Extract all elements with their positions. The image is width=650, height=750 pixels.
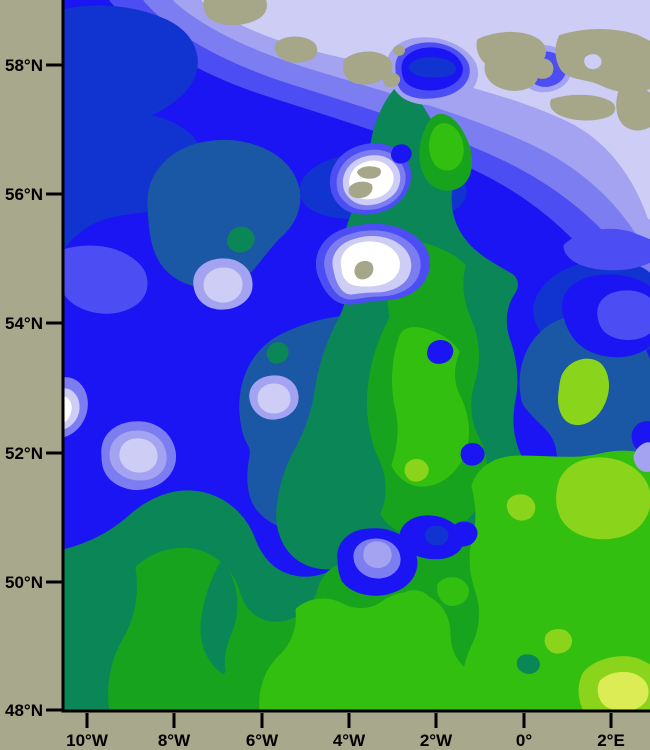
- left-margin: [0, 0, 63, 750]
- land-mass: [383, 72, 401, 88]
- land-mass: [392, 45, 405, 56]
- contour-dot-sea-green: [266, 342, 289, 364]
- land-mass: [555, 29, 650, 93]
- contour-wedge-sea-green: [200, 561, 238, 674]
- contour-blob-light-green: [558, 358, 609, 426]
- lon-tick-label: 2°W: [420, 731, 453, 750]
- lon-tick-label: 2°E: [597, 731, 625, 750]
- lat-tick-label: 52°N: [5, 444, 43, 463]
- contour-dot-light-green: [506, 494, 536, 521]
- island: [531, 58, 554, 79]
- lat-tick-label: 50°N: [5, 573, 43, 592]
- lat-tick-label: 48°N: [5, 701, 43, 720]
- contour-dot-bright-green: [429, 123, 464, 171]
- contour-core-bright-green: [391, 327, 470, 487]
- axis-frame: [61, 0, 650, 713]
- contour-dot-bright-green: [437, 577, 469, 607]
- island: [348, 181, 373, 199]
- contour-region-steel-blue: [147, 139, 301, 288]
- contour-dot-royal-blue: [451, 521, 478, 547]
- bottom-margin: [0, 711, 650, 750]
- contour-dot-periwinkle: [633, 442, 650, 472]
- plot-area: [60, 0, 650, 714]
- land-mass: [274, 36, 318, 63]
- contour-blob-light-green: [556, 457, 650, 540]
- lon-tick-label: 4°W: [333, 731, 366, 750]
- contour-wisp-medium-blue: [563, 228, 650, 271]
- contour-region-bright-green: [259, 592, 482, 714]
- contour-core-pale-yellow: [597, 672, 649, 712]
- contour-core-lavender: [257, 383, 291, 414]
- contour-core-medium-blue: [597, 290, 650, 340]
- lat-tick-label: 58°N: [5, 56, 43, 75]
- lat-tick-label: 56°N: [5, 185, 43, 204]
- island: [354, 260, 374, 280]
- contour-core-lavender: [119, 438, 158, 473]
- contour-dot-royal-blue: [391, 144, 412, 164]
- contour-dot-light-green: [404, 459, 429, 482]
- contour-dot-bright-green: [397, 590, 432, 621]
- lon-tick-label: 0°: [516, 731, 532, 750]
- land-mass: [550, 94, 616, 121]
- axes: [46, 0, 650, 728]
- island: [357, 166, 381, 179]
- axis-labels: 58°N 56°N 54°N 52°N 50°N 48°N 10°W 8°W 6…: [5, 56, 625, 750]
- contour-dot-sea-green: [227, 226, 255, 253]
- contour-core-white: [60, 396, 72, 423]
- lon-tick-label: 6°W: [246, 731, 279, 750]
- contour-dot-dark-blue: [425, 525, 449, 546]
- land-masses: [203, 0, 650, 280]
- coastal-inlet: [584, 54, 602, 70]
- contour-core-periwinkle: [363, 541, 392, 568]
- contour-dot-light-green: [544, 629, 573, 654]
- land-mass: [203, 0, 267, 26]
- contour-stripe-dark-blue: [408, 57, 456, 78]
- lon-tick-label: 10°W: [66, 731, 109, 750]
- lon-tick-label: 8°W: [158, 731, 191, 750]
- land-mass: [616, 86, 650, 131]
- contour-core-lavender: [203, 267, 243, 303]
- contour-streak-medium-blue: [60, 245, 148, 314]
- lat-tick-label: 54°N: [5, 314, 43, 333]
- contour-dot-royal-blue: [460, 443, 485, 466]
- contour-dot-sea-green: [516, 654, 540, 674]
- contour-dot-royal-blue: [427, 340, 454, 364]
- land-mass: [476, 32, 547, 91]
